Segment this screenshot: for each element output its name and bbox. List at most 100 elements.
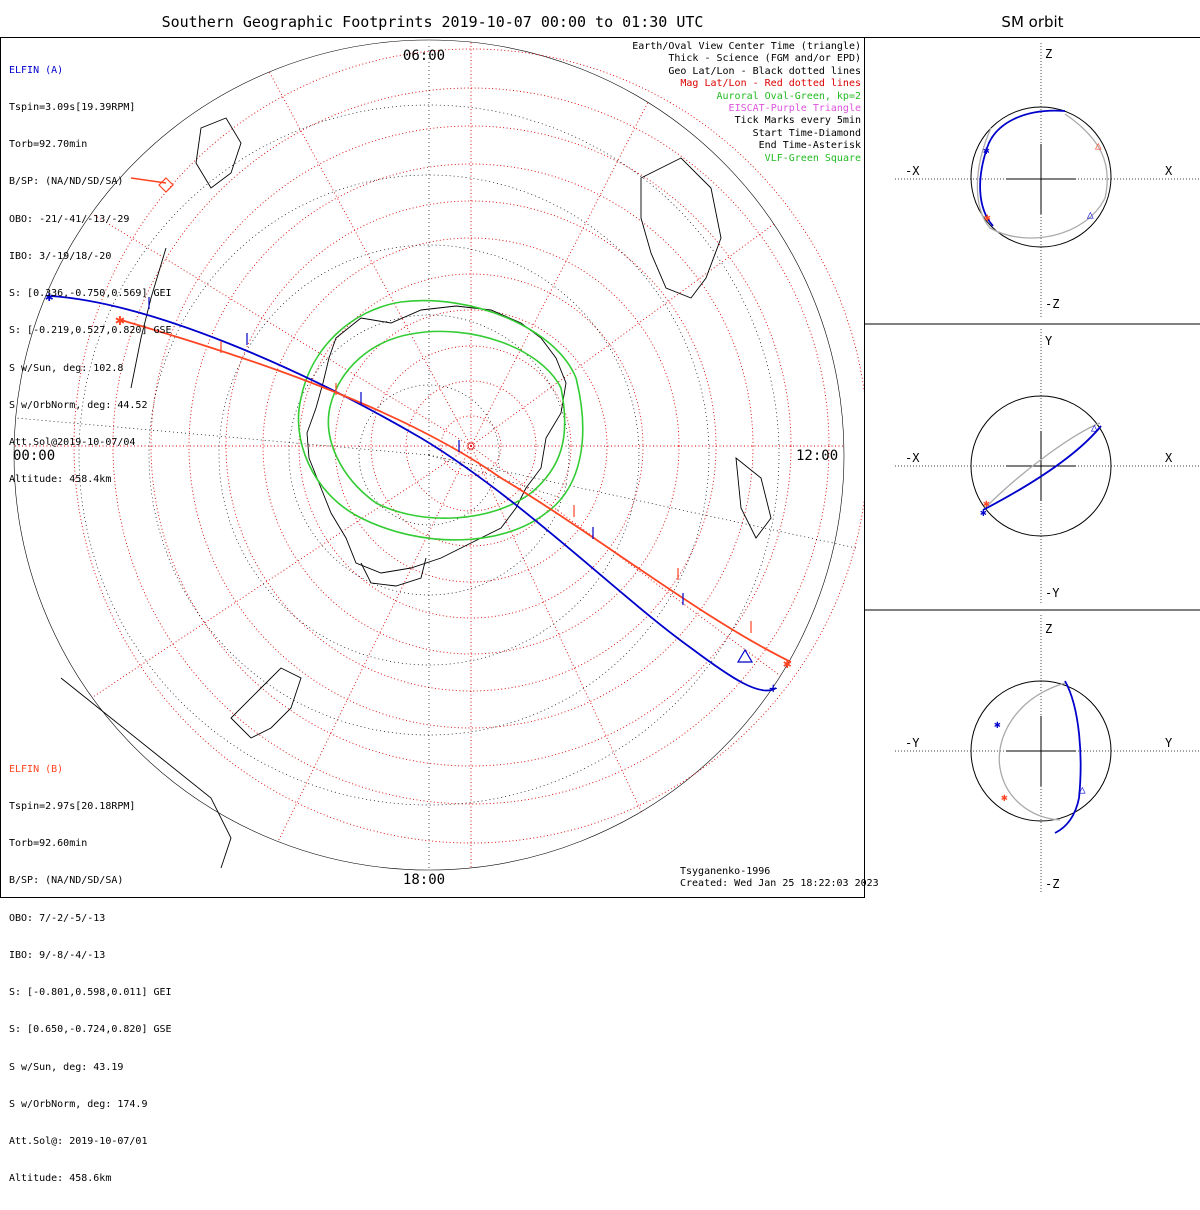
elfin-a-line: Tspin=3.09s[19.39RPM]	[9, 102, 136, 114]
elfin-a-line: Altitude: 458.4km	[9, 474, 112, 486]
sm-panel-xz: ✱ ✱ △ △ -X X Z -Z	[895, 43, 1200, 318]
antarctic-peninsula	[360, 557, 427, 587]
legend-item: End Time-Asterisk	[758, 140, 861, 152]
axis-label-right: Y	[1165, 736, 1173, 750]
legend-item: EISCAT-Purple Triangle	[728, 103, 861, 115]
madagascar-outline	[735, 456, 772, 539]
legend-item: VLF-Green Square	[764, 152, 861, 164]
axis-label-right: X	[1165, 164, 1173, 178]
legend-item: Auroral Oval-Green, kp=2	[716, 90, 862, 102]
axis-label-right: X	[1165, 451, 1173, 465]
elfin-a-end-marker: +	[769, 681, 777, 697]
axis-label-left: -X	[905, 164, 920, 178]
elfin-a-name: ELFIN (A)	[9, 64, 64, 76]
orbit-a	[982, 425, 1102, 511]
orbit-b-start-marker: ✱	[983, 497, 990, 510]
elfin-b-line: S: [-0.801,0.598,0.011] GEI	[9, 987, 172, 999]
orbit-b-triangle: △	[1095, 139, 1102, 152]
elfin-a-line: Torb=92.70min	[9, 139, 88, 151]
legend: Earth/Oval View Center Time (triangle) T…	[632, 41, 861, 165]
orbit-a-triangle: △	[1091, 421, 1098, 434]
footprint-map-panel: ✱ ✱ + ✱ 06:00 00:00 12:00 18:00 ELFIN (A…	[0, 37, 869, 1184]
auroral-oval-inner	[327, 330, 566, 519]
credit: Tsyganenko-1996 Created: Wed Jan 25 18:2…	[680, 866, 879, 890]
elfin-a-line: S: [0.336,-0.750,0.569] GEI	[9, 288, 172, 300]
footprint-map: ✱ ✱ + ✱ 06:00 00:00 12:00 18:00	[13, 39, 869, 888]
elfin-a-line: S w/OrbNorm, deg: 44.52	[9, 399, 148, 411]
legend-item: Earth/Oval View Center Time (triangle)	[632, 41, 861, 52]
sm-orbit-title: SM orbit	[1001, 13, 1064, 31]
elfin-b-track	[120, 319, 792, 663]
africa-outline	[640, 157, 722, 299]
auroral-oval-outer	[297, 299, 584, 541]
orbit-a-triangle: △	[1079, 783, 1086, 796]
legend-item: Geo Lat/Lon - Black dotted lines	[668, 65, 861, 77]
elfin-b-line: Att.Sol@: 2019-10-07/01	[9, 1136, 148, 1147]
sm-panel-yz: ✱ ✱ △ -Y Y Z -Z	[895, 615, 1200, 893]
orbit-a-triangle: △	[1087, 208, 1094, 221]
legend-item: Thick - Science (FGM and/or EPD)	[668, 53, 861, 65]
map-boundary	[13, 39, 845, 871]
orbit-b-start-marker: ✱	[984, 211, 991, 224]
elfin-b-line: S w/OrbNorm, deg: 174.9	[9, 1098, 148, 1110]
elfin-a-start-marker: ✱	[45, 289, 54, 305]
elfin-a-line: OBO: -21/-41/-13/-29	[9, 213, 130, 225]
elfin-b-line: OBO: 7/-2/-5/-13	[9, 912, 106, 924]
elfin-b-info: ELFIN (B) Tspin=2.97s[20.18RPM] Torb=92.…	[9, 739, 172, 1210]
elfin-b-track-start-segment	[130, 177, 167, 184]
axis-label-top: Z	[1045, 47, 1052, 61]
time-label-bottom: 18:00	[403, 872, 445, 888]
elfin-a-info: ELFIN (A) Tspin=3.09s[19.39RPM] Torb=92.…	[9, 40, 172, 511]
orbit-a-start-marker: ✱	[983, 144, 990, 157]
view-center-triangle	[736, 648, 754, 663]
australia-edge	[130, 247, 167, 389]
elfin-a-line: IBO: 3/-19/18/-20	[9, 250, 112, 262]
elfin-a-line: Att.Sol@2019-10-07/04	[9, 437, 136, 448]
orbit-gray	[976, 113, 1108, 239]
elfin-b-diamond	[158, 177, 174, 193]
legend-item: Mag Lat/Lon - Red dotted lines	[680, 78, 861, 90]
elfin-b-line: S: [0.650,-0.724,0.820] GSE	[9, 1024, 172, 1036]
elfin-b-line: B/SP: (NA/ND/SD/SA)	[9, 875, 124, 887]
orbit-a	[1054, 680, 1082, 834]
orbit-a-start-marker: ✱	[994, 718, 1001, 731]
elfin-b-name: ELFIN (B)	[9, 763, 64, 775]
mag-lat-grid	[73, 48, 869, 844]
elfin-b-end-marker: ✱	[783, 656, 792, 672]
mag-pole	[467, 442, 475, 450]
sm-orbit-svg: ✱ ✱ △ △ -X X Z -Z ✱ ✱ △ -X X Y -Y	[865, 43, 1200, 893]
elfin-b-line: Tspin=2.97s[20.18RPM]	[9, 801, 136, 813]
elfin-b-start-marker: ✱	[115, 310, 125, 329]
geo-grid	[15, 43, 857, 868]
auroral-oval	[297, 299, 584, 541]
elfin-a-line: S: [-0.219,0.527,0.820] GSE	[9, 325, 172, 337]
time-label-right: 12:00	[796, 448, 838, 464]
new-zealand-outline	[195, 117, 242, 189]
legend-item: Start Time-Diamond	[752, 127, 861, 139]
orbit-a-start-marker: ✱	[980, 506, 987, 519]
axis-label-top: Y	[1045, 334, 1053, 348]
falklands-outline	[230, 667, 302, 739]
elfin-b-ticks	[220, 341, 752, 633]
legend-item: Tick Marks every 5min	[734, 115, 861, 127]
axis-label-bottom: -Y	[1045, 586, 1060, 600]
sm-orbit-panels: ✱ ✱ △ △ -X X Z -Z ✱ ✱ △ -X X Y -Y	[864, 37, 1200, 897]
elfin-b-line: S w/Sun, deg: 43.19	[9, 1061, 124, 1073]
orbit-gray	[984, 422, 1101, 509]
elfin-b-line: Torb=92.60min	[9, 838, 88, 850]
axis-label-bottom: -Z	[1045, 877, 1059, 891]
elfin-a-track	[50, 295, 777, 692]
axis-label-top: Z	[1045, 622, 1052, 636]
orbit-b-start-marker: ✱	[1001, 791, 1008, 804]
axis-label-left: -X	[905, 451, 920, 465]
elfin-a-line: S w/Sun, deg: 102.8	[9, 362, 124, 374]
axis-label-left: -Y	[905, 736, 920, 750]
time-label-left: 00:00	[13, 448, 55, 464]
elfin-a-line: B/SP: (NA/ND/SD/SA)	[9, 176, 124, 188]
elfin-b-line: IBO: 9/-8/-4/-13	[9, 949, 106, 961]
south-america-outline	[60, 677, 232, 869]
axis-label-bottom: -Z	[1045, 297, 1059, 311]
orbit-a	[979, 109, 1066, 227]
orbit-gray	[998, 682, 1066, 821]
elfin-b-line: Altitude: 458.6km	[9, 1173, 112, 1185]
